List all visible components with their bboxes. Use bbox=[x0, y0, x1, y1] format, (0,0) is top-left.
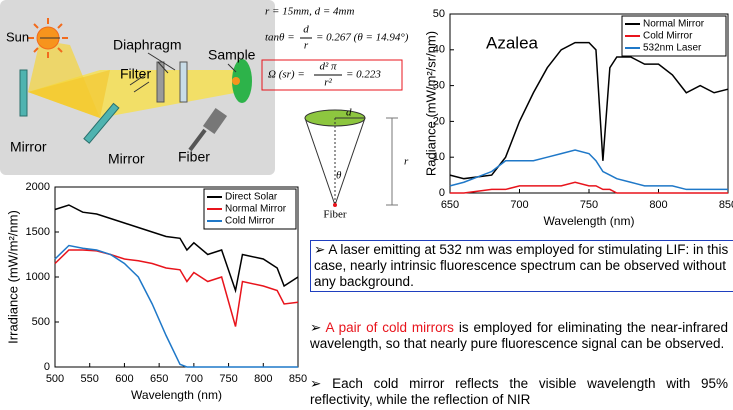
bullet: ➢ bbox=[310, 320, 326, 335]
x-tick-label: 600 bbox=[115, 373, 133, 385]
y-tick-label: 1500 bbox=[26, 226, 50, 238]
equation: r bbox=[304, 40, 309, 52]
y-tick-label: 2000 bbox=[26, 181, 50, 193]
x-tick-label: 850 bbox=[719, 199, 733, 211]
x-tick-label: 650 bbox=[150, 373, 168, 385]
beam bbox=[28, 70, 110, 118]
x-tick-label: 700 bbox=[510, 199, 528, 211]
legend-label: Normal Mirror bbox=[225, 204, 287, 215]
y-tick-label: 1000 bbox=[26, 271, 50, 283]
diaphragm bbox=[179, 61, 188, 103]
equation: tanθ = bbox=[265, 32, 295, 44]
paragraph: ➢ Each cold mirror reflects the visible … bbox=[310, 376, 728, 410]
legend-label: Direct Solar bbox=[225, 192, 278, 203]
series-line bbox=[54, 244, 298, 368]
label: Mirror bbox=[10, 139, 47, 155]
chart-title: Azalea bbox=[486, 33, 539, 52]
x-axis-label: Wavelength (nm) bbox=[544, 214, 635, 228]
mirror bbox=[19, 69, 28, 117]
label: Mirror bbox=[108, 151, 145, 167]
label: Filter bbox=[120, 66, 151, 82]
y-tick-label: 40 bbox=[433, 44, 445, 56]
y-tick-label: 10 bbox=[433, 151, 445, 163]
equation: = 0.223 bbox=[346, 69, 381, 81]
equation: r = 15mm, d = 4mm bbox=[265, 6, 354, 18]
mirror bbox=[83, 102, 120, 144]
text: is employed for eliminating the near-inf… bbox=[310, 320, 728, 351]
spot bbox=[232, 77, 240, 85]
sample bbox=[232, 59, 252, 103]
y-tick-label: 50 bbox=[433, 8, 445, 20]
equation: r² bbox=[324, 77, 332, 89]
equation: d² π bbox=[319, 61, 337, 73]
label: Sample bbox=[208, 47, 256, 63]
series-line bbox=[449, 41, 729, 180]
filter bbox=[156, 61, 165, 103]
y-tick-label: 30 bbox=[433, 80, 445, 92]
label: θ bbox=[336, 170, 342, 182]
legend-label: Normal Mirror bbox=[643, 19, 705, 30]
cone bbox=[304, 109, 398, 207]
equation: Ω (sr) = bbox=[268, 69, 305, 81]
paragraph: ➢ A laser emitting at 532 nm was employe… bbox=[314, 242, 729, 289]
x-tick-label: 800 bbox=[254, 373, 272, 385]
equation: = 0.267 (θ = 14.94°) bbox=[316, 32, 409, 44]
label: Diaphragm bbox=[113, 37, 181, 53]
x-tick-label: 750 bbox=[219, 373, 237, 385]
legend-label: Cold Mirror bbox=[643, 31, 693, 42]
x-axis-label: Wavelength (nm) bbox=[131, 388, 222, 402]
text: ➢ Each cold mirror reflects the visible … bbox=[310, 376, 728, 407]
x-tick-label: 700 bbox=[185, 373, 203, 385]
x-tick-label: 500 bbox=[46, 373, 64, 385]
series-line bbox=[449, 149, 728, 191]
y-tick-label: 0 bbox=[44, 361, 50, 373]
text-box: ➢ A laser emitting at 532 nm was employe… bbox=[310, 240, 733, 292]
equation: d bbox=[303, 24, 309, 36]
legend-label: Cold Mirror bbox=[225, 216, 275, 227]
y-tick-label: 500 bbox=[32, 316, 50, 328]
y-axis-label: Radiance (mW/m²/sr/nm) bbox=[423, 31, 438, 176]
paragraph: ➢ A pair of cold mirrors is employed for… bbox=[310, 320, 728, 352]
legend-label: 532nm Laser bbox=[643, 43, 702, 54]
x-tick-label: 800 bbox=[649, 199, 667, 211]
leader bbox=[40, 37, 237, 74]
y-axis-label: Irradiance (mW/m²/nm) bbox=[5, 210, 20, 344]
series-line bbox=[450, 181, 728, 194]
fiber-icon bbox=[188, 107, 228, 152]
x-tick-label: 750 bbox=[580, 199, 598, 211]
equation-box bbox=[261, 59, 403, 91]
label: Fiber bbox=[178, 149, 210, 165]
label: d bbox=[346, 107, 352, 119]
x-tick-label: 650 bbox=[441, 199, 459, 211]
label: r bbox=[404, 156, 409, 168]
highlight: A pair of cold mirrors bbox=[325, 320, 454, 335]
x-tick-label: 550 bbox=[81, 373, 99, 385]
label: Fiber bbox=[323, 209, 347, 221]
series-line bbox=[54, 204, 299, 294]
hatch bbox=[129, 74, 150, 93]
y-tick-label: 20 bbox=[433, 115, 445, 127]
x-tick-label: 850 bbox=[289, 373, 307, 385]
label: Sun bbox=[6, 29, 29, 44]
y-tick-label: 0 bbox=[439, 187, 445, 199]
